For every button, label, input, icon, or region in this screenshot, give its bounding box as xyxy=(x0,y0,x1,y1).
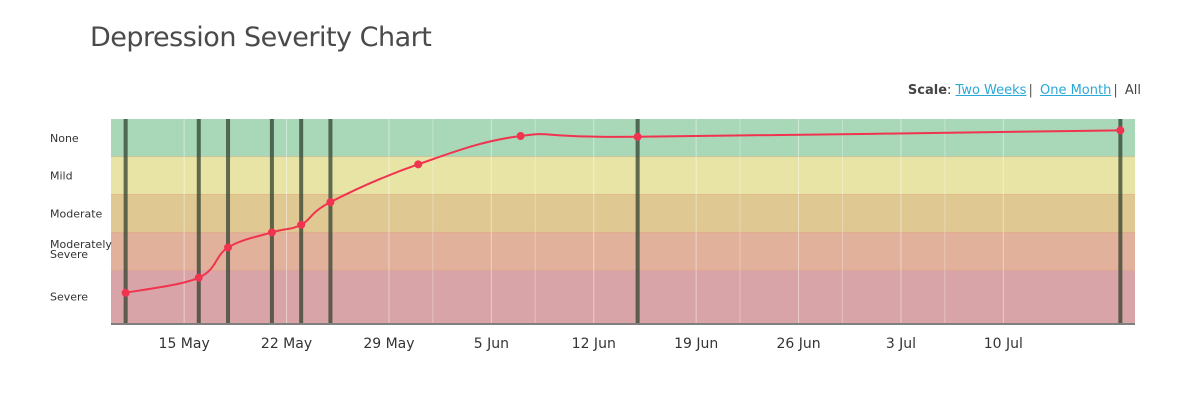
severity-points xyxy=(121,126,1125,297)
event-marker xyxy=(226,119,231,323)
x-tick-label: 12 Jun xyxy=(572,336,616,352)
event-marker xyxy=(1118,119,1123,323)
scale-all-option[interactable]: All xyxy=(1124,83,1141,98)
event-marker xyxy=(269,119,274,323)
data-point xyxy=(326,198,335,207)
band-none xyxy=(111,119,1135,157)
y-label-none: None xyxy=(50,132,79,145)
band-moderate xyxy=(111,194,1135,233)
x-axis-labels: 15 May 22 May 29 May 5 Jun 12 Jun 19 Jun 26 Ju… xyxy=(159,336,1023,352)
x-tick-label: 19 Jun xyxy=(674,336,718,352)
data-point xyxy=(267,228,276,237)
x-tick-label: 29 May xyxy=(363,336,414,352)
severity-bands xyxy=(111,119,1135,323)
band-moderately-severe xyxy=(111,232,1135,271)
y-axis-labels: None Mild Moderate Moderately Severe Severe xyxy=(50,132,112,304)
x-tick-label: 10 Jul xyxy=(984,336,1023,352)
event-marker xyxy=(635,119,640,323)
x-tick-label: 22 May xyxy=(261,336,312,352)
data-point xyxy=(297,220,306,229)
data-point xyxy=(121,288,130,297)
band-severe xyxy=(111,270,1135,323)
y-label-mild: Mild xyxy=(50,170,73,183)
scale-one-month-link[interactable]: One Month xyxy=(1039,83,1112,98)
event-marker xyxy=(196,119,201,323)
y-label-moderate: Moderate xyxy=(50,207,103,220)
x-tick-label: 5 Jun xyxy=(474,336,509,352)
event-marker xyxy=(328,119,333,323)
data-point xyxy=(516,132,525,140)
scale-two-weeks-link[interactable]: Two Weeks xyxy=(955,83,1027,98)
data-point xyxy=(414,160,423,169)
x-tick-label: 26 Jun xyxy=(776,336,820,352)
data-point xyxy=(224,243,233,252)
scale-selector: Scale: Two Weeks | One Month | All xyxy=(907,83,1141,98)
data-point xyxy=(633,132,642,141)
x-tick-label: 15 May xyxy=(159,336,210,352)
x-tick-label: 3 Jul xyxy=(886,336,916,352)
page-title: Depression Severity Chart xyxy=(90,22,432,53)
y-label-severe: Severe xyxy=(50,291,88,304)
data-point xyxy=(1116,126,1125,135)
event-marker xyxy=(123,119,128,323)
band-mild xyxy=(111,156,1135,195)
y-label-moderately-severe: Moderately Severe xyxy=(50,238,112,261)
scale-label: Scale xyxy=(907,83,948,98)
data-point xyxy=(194,273,203,282)
